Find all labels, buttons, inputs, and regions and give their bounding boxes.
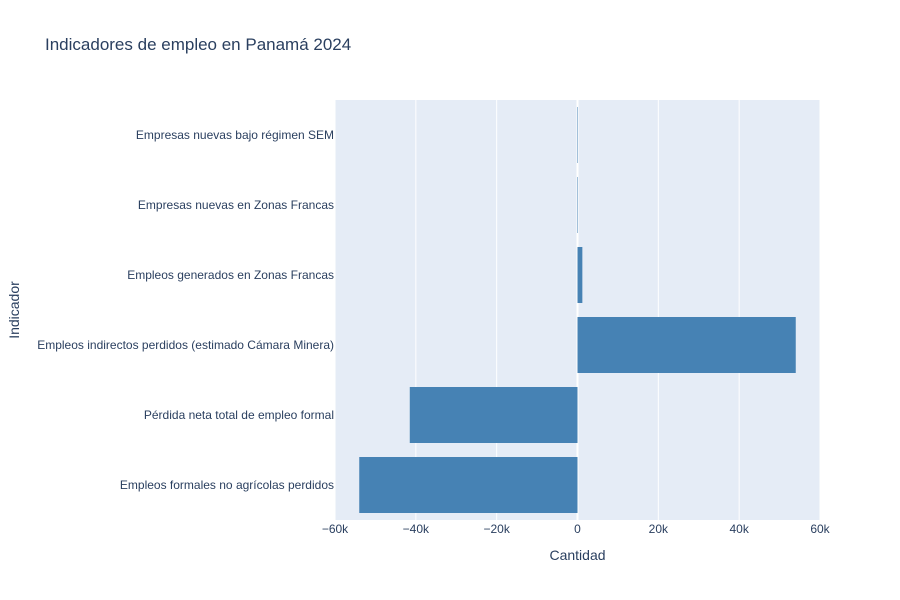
bar	[577, 107, 578, 163]
bars	[359, 107, 796, 513]
bar	[577, 317, 796, 373]
y-tick-label: Pérdida neta total de empleo formal	[144, 408, 334, 422]
x-tick-labels: −60k −40k −20k 0 20k 40k 60k	[322, 522, 831, 536]
chart-title: Indicadores de empleo en Panamá 2024	[45, 35, 351, 54]
x-tick-label: −20k	[483, 522, 510, 536]
y-tick-label: Empresas nuevas bajo régimen SEM	[136, 128, 334, 142]
x-tick-label: 20k	[649, 522, 669, 536]
x-tick-label: 60k	[810, 522, 830, 536]
y-tick-label: Empleos formales no agrícolas perdidos	[120, 478, 334, 492]
y-axis-title: Indicador	[6, 281, 22, 339]
bar	[577, 177, 578, 233]
bar	[577, 247, 583, 303]
x-tick-label: −60k	[322, 522, 349, 536]
x-tick-label: 40k	[729, 522, 749, 536]
y-tick-labels: Empleos formales no agrícolas perdidos Pé…	[37, 128, 334, 492]
y-tick-label: Empleos indirectos perdidos (estimado Cá…	[37, 338, 334, 352]
x-axis-title: Cantidad	[549, 547, 605, 563]
gridlines	[334, 100, 821, 520]
y-tick-label: Empleos generados en Zonas Francas	[127, 268, 334, 282]
bar	[409, 387, 578, 443]
x-tick-label: −40k	[403, 522, 430, 536]
x-tick-label: 0	[574, 522, 581, 536]
bar	[359, 457, 578, 513]
y-tick-label: Empresas nuevas en Zonas Francas	[138, 198, 334, 212]
